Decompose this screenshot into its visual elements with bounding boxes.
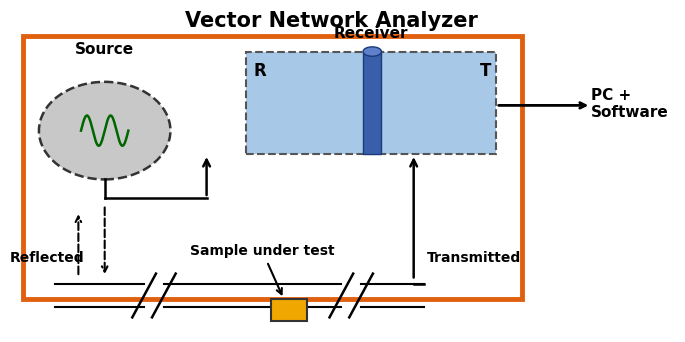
Ellipse shape (39, 82, 171, 180)
Bar (271, 299, 307, 321)
Text: Receiver: Receiver (334, 26, 408, 41)
Bar (23, 36, 522, 299)
Text: T: T (479, 62, 490, 80)
Text: Transmitted: Transmitted (427, 251, 521, 265)
Bar (363, 52, 382, 154)
Text: PC +
Software: PC + Software (591, 88, 669, 120)
Bar (246, 52, 496, 154)
Ellipse shape (363, 47, 382, 56)
Text: R: R (254, 62, 266, 80)
Text: Source: Source (75, 42, 134, 57)
Text: Vector Network Analyzer: Vector Network Analyzer (185, 11, 478, 31)
Text: Reflected: Reflected (10, 251, 84, 265)
Text: Sample under test: Sample under test (190, 245, 335, 294)
